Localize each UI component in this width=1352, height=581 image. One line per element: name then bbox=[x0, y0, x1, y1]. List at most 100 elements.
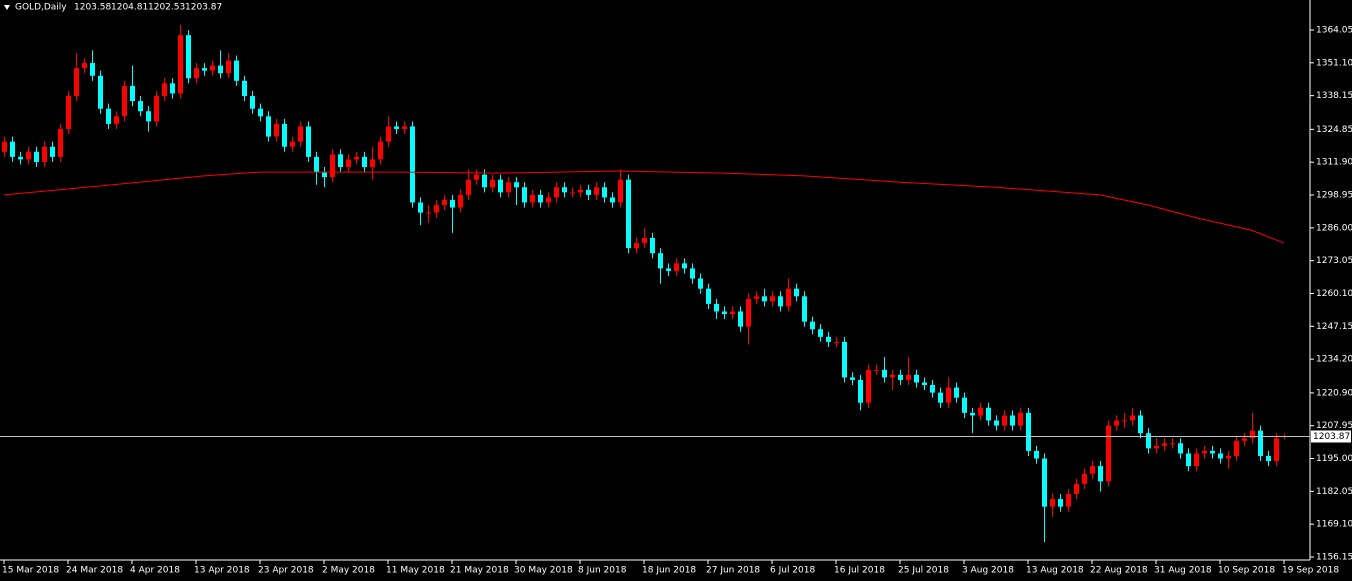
candle-body bbox=[1146, 433, 1151, 449]
candle-body bbox=[194, 68, 199, 79]
candle-body bbox=[346, 159, 351, 168]
candle-body bbox=[914, 374, 919, 383]
y-tick-label: 1298.95 bbox=[1316, 191, 1352, 201]
candle-body bbox=[362, 156, 367, 168]
candle-body bbox=[674, 263, 679, 271]
candle-body bbox=[1266, 455, 1271, 462]
candle-body bbox=[410, 126, 415, 203]
candle-body bbox=[706, 288, 711, 304]
x-tick-label: 16 Jul 2018 bbox=[834, 566, 885, 576]
candle-body bbox=[602, 187, 607, 198]
candle-body bbox=[1082, 473, 1087, 484]
candle-body bbox=[458, 194, 463, 208]
candle-body bbox=[898, 374, 903, 380]
y-tick-label: 1273.05 bbox=[1316, 256, 1352, 266]
x-tick-label: 22 Aug 2018 bbox=[1090, 566, 1148, 576]
candle-body bbox=[802, 296, 807, 322]
header-close: 1203.87 bbox=[185, 3, 222, 13]
y-tick-label: 1324.85 bbox=[1316, 125, 1352, 135]
x-tick-label: 19 Sep 2018 bbox=[1282, 566, 1339, 576]
menu-arrow bbox=[4, 5, 10, 10]
candle-body bbox=[730, 311, 735, 315]
candle-body bbox=[1058, 499, 1063, 507]
candle-body bbox=[986, 407, 991, 421]
candle-body bbox=[98, 75, 103, 109]
candle-body bbox=[154, 96, 159, 122]
candle-body bbox=[1194, 453, 1199, 467]
candle-body bbox=[1002, 415, 1007, 426]
candle-body bbox=[138, 101, 143, 112]
candle-body bbox=[506, 182, 511, 193]
candle-body bbox=[58, 128, 63, 157]
candle-body bbox=[618, 179, 623, 203]
candle-body bbox=[930, 385, 935, 393]
candle-body bbox=[1242, 438, 1247, 441]
x-tick-label: 3 Aug 2018 bbox=[962, 566, 1014, 576]
candle-body bbox=[170, 83, 175, 94]
candle-body bbox=[994, 420, 999, 426]
candle-body bbox=[66, 96, 71, 129]
candle-body bbox=[1258, 430, 1263, 456]
candle-body bbox=[1106, 425, 1111, 482]
y-tick-label: 1234.20 bbox=[1316, 355, 1352, 365]
x-tick-label: 18 Jun 2018 bbox=[642, 566, 696, 576]
candle-body bbox=[1010, 415, 1015, 426]
candle-body bbox=[122, 85, 127, 117]
y-tick-label: 1156.15 bbox=[1316, 553, 1352, 563]
candle-body bbox=[146, 111, 151, 122]
x-tick-label: 10 Sep 2018 bbox=[1218, 566, 1275, 576]
candle-body bbox=[34, 151, 39, 162]
candle-body bbox=[546, 197, 551, 203]
candle-body bbox=[1098, 466, 1103, 482]
candle-body bbox=[242, 80, 247, 97]
candle-body bbox=[826, 336, 831, 342]
candle-body bbox=[250, 96, 255, 109]
candle-body bbox=[450, 199, 455, 208]
x-tick-label: 27 Jun 2018 bbox=[706, 566, 760, 576]
candle-body bbox=[570, 192, 575, 194]
candle-body bbox=[1018, 412, 1023, 426]
x-tick-label: 25 Jul 2018 bbox=[898, 566, 949, 576]
y-tick-label: 1247.15 bbox=[1316, 322, 1352, 332]
header-low: 1202.53 bbox=[148, 3, 185, 13]
candle-body bbox=[938, 392, 943, 403]
current-price-box bbox=[1311, 430, 1351, 443]
y-tick-label: 1286.00 bbox=[1316, 223, 1352, 233]
candle-body bbox=[850, 377, 855, 380]
x-tick-label: 21 May 2018 bbox=[450, 566, 509, 576]
y-tick-label: 1311.90 bbox=[1316, 158, 1352, 168]
candle-body bbox=[82, 63, 87, 69]
chart-title: GOLD,Daily bbox=[15, 3, 67, 13]
candle-body bbox=[1114, 420, 1119, 426]
candle-body bbox=[874, 369, 879, 371]
candle-body bbox=[306, 126, 311, 157]
candle-body bbox=[498, 179, 503, 193]
candle-body bbox=[106, 108, 111, 124]
candle-body bbox=[18, 156, 23, 160]
x-tick-label: 24 Mar 2018 bbox=[66, 566, 123, 576]
candle-body bbox=[578, 189, 583, 193]
candle-body bbox=[522, 187, 527, 203]
candle-body bbox=[1138, 415, 1143, 434]
candle-body bbox=[858, 379, 863, 403]
candle-body bbox=[906, 374, 911, 380]
header-high: 1204.81 bbox=[111, 3, 148, 13]
candle-body bbox=[690, 268, 695, 279]
candle-body bbox=[1218, 453, 1223, 459]
candle-body bbox=[474, 174, 479, 180]
candle-body bbox=[738, 311, 743, 327]
x-tick-label: 6 Jul 2018 bbox=[770, 566, 815, 576]
candle-body bbox=[978, 407, 983, 416]
x-tick-label: 23 Apr 2018 bbox=[258, 566, 314, 576]
candle-body bbox=[770, 296, 775, 302]
x-tick-label: 15 Mar 2018 bbox=[2, 566, 59, 576]
candle-body bbox=[394, 126, 399, 129]
candle-body bbox=[946, 387, 951, 403]
candle-body bbox=[594, 187, 599, 195]
candle-body bbox=[514, 182, 519, 188]
candle-body bbox=[1130, 415, 1135, 421]
y-tick-label: 1169.10 bbox=[1316, 520, 1352, 530]
